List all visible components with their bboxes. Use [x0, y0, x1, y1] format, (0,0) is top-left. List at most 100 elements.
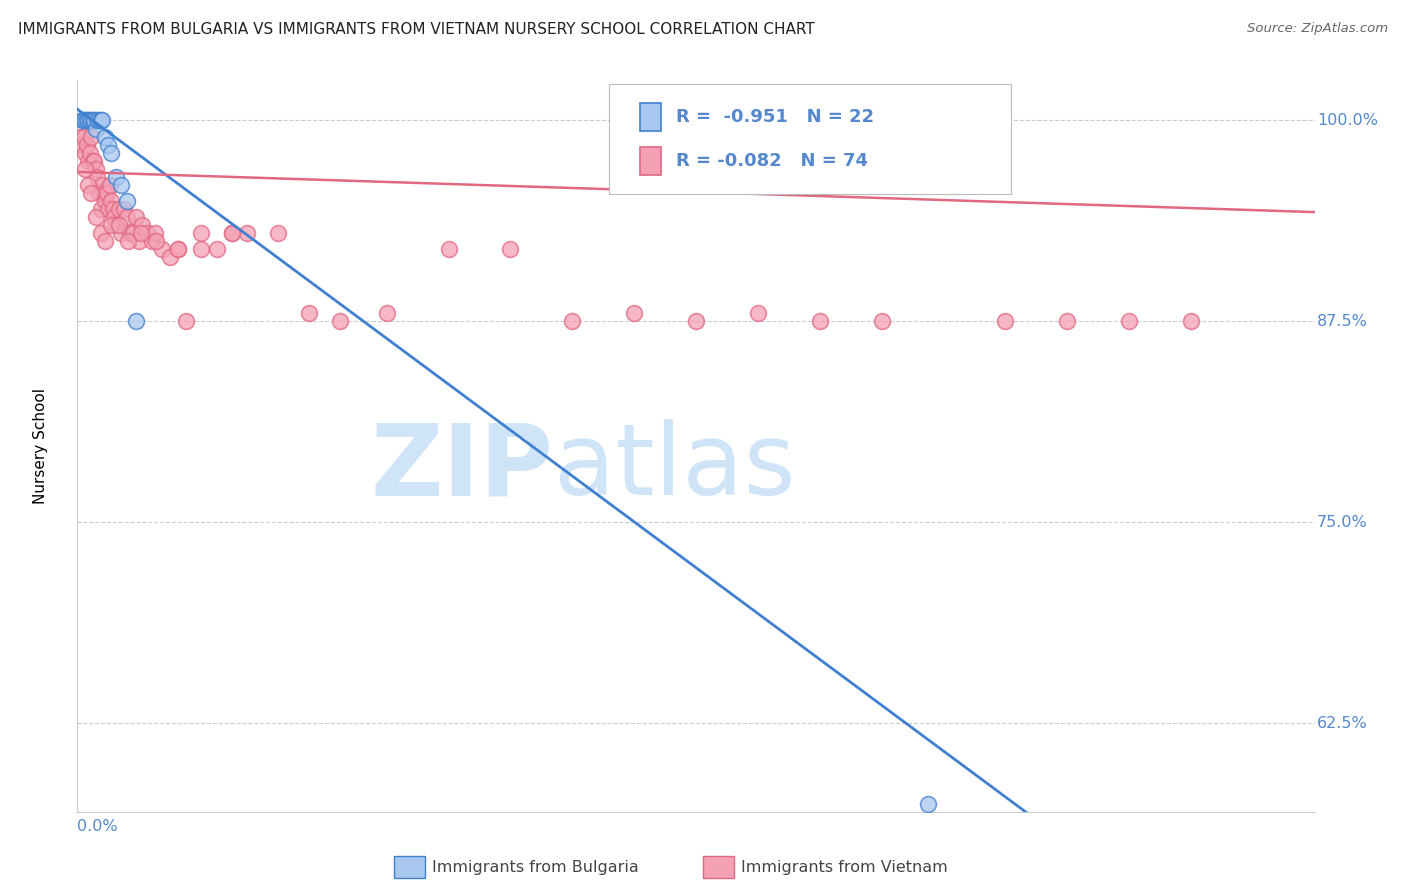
Point [623, 306, 645, 320]
Text: 0.0%: 0.0% [77, 819, 118, 834]
Point [94, 194, 117, 208]
Point [1180, 314, 1202, 328]
Point [84, 161, 107, 176]
Point [190, 242, 212, 256]
Point [112, 202, 135, 216]
Point [122, 226, 145, 240]
Text: 75.0%: 75.0% [1317, 515, 1368, 530]
Point [561, 314, 583, 328]
Point [329, 314, 352, 328]
Point [159, 250, 181, 264]
Point [101, 202, 124, 216]
Point [70, 113, 93, 128]
Text: IMMIGRANTS FROM BULGARIA VS IMMIGRANTS FROM VIETNAM NURSERY SCHOOL CORRELATION C: IMMIGRANTS FROM BULGARIA VS IMMIGRANTS F… [18, 22, 815, 37]
Point [167, 242, 190, 256]
Point [917, 797, 939, 811]
Bar [640, 147, 661, 175]
Point [108, 202, 131, 216]
Point [994, 314, 1017, 328]
Point [77, 153, 100, 168]
Point [77, 178, 100, 192]
Point [145, 234, 167, 248]
Point [221, 226, 243, 240]
Point [100, 145, 122, 160]
Point [808, 314, 831, 328]
Point [97, 137, 120, 152]
Point [267, 226, 290, 240]
Point [205, 242, 228, 256]
Point [86, 113, 108, 128]
Point [747, 306, 769, 320]
Point [90, 226, 111, 240]
Point [80, 129, 103, 144]
Point [870, 314, 893, 328]
Text: 87.5%: 87.5% [1317, 314, 1368, 329]
Text: Immigrants from Bulgaria: Immigrants from Bulgaria [432, 860, 638, 874]
Point [125, 314, 148, 328]
Point [685, 314, 707, 328]
Text: ZIP: ZIP [371, 419, 554, 516]
Point [131, 218, 153, 232]
Text: 100.0%: 100.0% [1317, 113, 1378, 128]
Point [80, 113, 103, 128]
Point [136, 226, 159, 240]
Point [96, 186, 118, 200]
Text: atlas: atlas [554, 419, 796, 516]
Point [75, 145, 96, 160]
Point [152, 242, 174, 256]
Point [236, 226, 259, 240]
Point [437, 242, 460, 256]
Text: R = -0.082   N = 74: R = -0.082 N = 74 [676, 152, 869, 169]
Point [375, 306, 398, 320]
Point [76, 113, 98, 128]
Point [90, 202, 111, 216]
Point [87, 113, 110, 128]
Point [82, 113, 104, 128]
Point [75, 113, 96, 128]
Point [75, 161, 96, 176]
Point [298, 306, 321, 320]
Point [499, 242, 522, 256]
Point [69, 129, 91, 144]
Point [80, 186, 103, 200]
Point [91, 178, 114, 192]
Point [84, 210, 107, 224]
Text: Nursery School: Nursery School [32, 388, 48, 504]
Bar [640, 103, 661, 131]
FancyBboxPatch shape [609, 84, 1011, 194]
Point [76, 137, 98, 152]
Point [94, 129, 117, 144]
Point [1118, 314, 1140, 328]
Point [87, 186, 110, 200]
Point [94, 234, 117, 248]
Point [117, 234, 139, 248]
Point [84, 121, 107, 136]
Point [110, 226, 132, 240]
Point [108, 218, 131, 232]
Point [115, 210, 138, 224]
Point [90, 113, 111, 128]
Point [167, 242, 190, 256]
Point [83, 113, 105, 128]
Point [110, 178, 132, 192]
Point [174, 314, 197, 328]
Text: Source: ZipAtlas.com: Source: ZipAtlas.com [1247, 22, 1388, 36]
Point [221, 226, 243, 240]
Point [100, 194, 122, 208]
Point [72, 129, 94, 144]
Point [1056, 314, 1078, 328]
Point [103, 210, 125, 224]
Point [72, 113, 94, 128]
Point [128, 234, 150, 248]
Point [118, 226, 141, 240]
Point [91, 113, 114, 128]
Point [79, 113, 101, 128]
Point [190, 226, 212, 240]
Point [98, 178, 121, 192]
Point [105, 169, 127, 184]
Point [125, 210, 148, 224]
Point [82, 153, 104, 168]
Point [86, 169, 108, 184]
Point [115, 194, 138, 208]
Point [70, 137, 93, 152]
